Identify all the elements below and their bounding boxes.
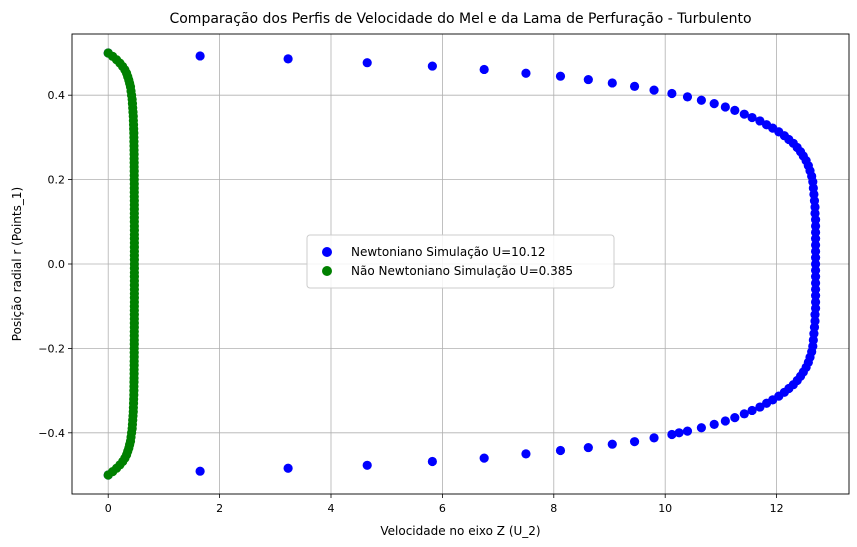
newtoniano-point bbox=[283, 54, 293, 64]
data-points bbox=[103, 48, 821, 480]
newtoniano-point bbox=[810, 221, 821, 231]
newtoniano-point bbox=[810, 215, 821, 225]
nao-newtoniano-point bbox=[103, 470, 113, 480]
y-axis-label: Posição radial r (Points_1) bbox=[10, 187, 24, 341]
newtoniano-point bbox=[607, 78, 617, 88]
newtoniano-point bbox=[730, 105, 740, 115]
newtoniano-point bbox=[649, 433, 659, 443]
newtoniano-point bbox=[755, 116, 765, 126]
newtoniano-point bbox=[730, 413, 740, 423]
newtoniano-point bbox=[607, 439, 617, 449]
newtoniano-point bbox=[649, 85, 659, 95]
newtoniano-point bbox=[667, 429, 677, 440]
y-tick-label: −0.4 bbox=[38, 427, 65, 440]
newtoniano-point bbox=[362, 460, 372, 470]
newtoniano-point bbox=[427, 61, 437, 71]
newtoniano-point bbox=[362, 58, 372, 68]
newtoniano-point bbox=[720, 416, 730, 426]
newtoniano-point bbox=[555, 71, 566, 81]
x-axis-label: Velocidade no eixo Z (U_2) bbox=[380, 524, 540, 538]
axis-ticks: 0 2 4 6 8 10 12 −0.4 −0.2 0.0 0.2 0.4 bbox=[38, 89, 783, 515]
newtoniano-point bbox=[810, 227, 821, 237]
y-tick-label: 0.2 bbox=[48, 174, 66, 187]
newtoniano-point bbox=[521, 68, 531, 78]
legend-box bbox=[306, 234, 615, 289]
x-tick-label: 12 bbox=[770, 502, 784, 515]
legend-marker-newtoniano bbox=[322, 247, 332, 257]
newtoniano-point bbox=[696, 423, 706, 433]
newtoniano-point bbox=[195, 51, 205, 61]
newtoniano-point bbox=[810, 291, 821, 301]
newtoniano-point bbox=[810, 240, 821, 250]
x-tick-label: 6 bbox=[439, 502, 446, 515]
newtoniano-point bbox=[709, 99, 719, 109]
newtoniano-point bbox=[810, 265, 821, 275]
y-tick-label: 0.0 bbox=[48, 258, 66, 271]
newtoniano-point bbox=[709, 419, 719, 429]
newtoniano-point bbox=[810, 278, 821, 288]
legend-label-newtoniano: Newtoniano Simulação U=10.12 bbox=[351, 245, 546, 259]
newtoniano-point bbox=[739, 409, 749, 419]
newtoniano-point bbox=[747, 405, 757, 416]
x-tick-label: 0 bbox=[105, 502, 112, 515]
x-tick-label: 4 bbox=[328, 502, 335, 515]
newtoniano-point bbox=[810, 234, 821, 244]
newtoniano-point bbox=[739, 109, 749, 119]
newtoniano-point bbox=[755, 402, 765, 412]
newtoniano-point bbox=[810, 246, 821, 256]
newtoniano-point bbox=[583, 442, 593, 453]
newtoniano-point bbox=[720, 102, 730, 112]
legend-label-nao-newtoniano: Não Newtoniano Simulação U=0.385 bbox=[351, 264, 573, 278]
newtoniano-point bbox=[629, 81, 640, 91]
legend-marker-nao-newtoniano bbox=[322, 266, 332, 276]
newtoniano-point bbox=[682, 92, 693, 102]
newtoniano-point bbox=[682, 426, 693, 436]
newtoniano-point bbox=[674, 428, 684, 438]
legend: Newtoniano Simulação U=10.12 Não Newtoni… bbox=[306, 234, 615, 289]
newtoniano-point bbox=[810, 253, 821, 263]
newtoniano-point bbox=[696, 95, 706, 105]
y-tick-label: −0.2 bbox=[38, 342, 65, 355]
newtoniano-point bbox=[283, 463, 293, 473]
newtoniano-point bbox=[195, 466, 205, 476]
newtoniano-point bbox=[555, 445, 566, 456]
chart-title: Comparação dos Perfis de Velocidade do M… bbox=[169, 11, 751, 27]
newtoniano-point bbox=[629, 437, 640, 447]
newtoniano-point bbox=[810, 310, 820, 320]
newtoniano-point bbox=[810, 202, 820, 212]
x-tick-label: 8 bbox=[550, 502, 557, 515]
newtoniano-point bbox=[479, 64, 489, 75]
newtoniano-point bbox=[521, 449, 531, 459]
newtoniano-point bbox=[479, 453, 489, 463]
newtoniano-point bbox=[583, 74, 593, 85]
newtoniano-point bbox=[761, 398, 772, 408]
x-tick-label: 10 bbox=[658, 502, 672, 515]
newtoniano-point bbox=[810, 284, 821, 294]
newtoniano-point bbox=[667, 88, 677, 99]
newtoniano-point bbox=[810, 272, 821, 282]
newtoniano-point bbox=[810, 259, 821, 269]
newtoniano-point bbox=[747, 112, 757, 123]
newtoniano-point bbox=[810, 297, 821, 307]
y-tick-label: 0.4 bbox=[48, 89, 66, 102]
x-tick-label: 2 bbox=[216, 502, 223, 515]
newtoniano-point bbox=[427, 456, 437, 467]
